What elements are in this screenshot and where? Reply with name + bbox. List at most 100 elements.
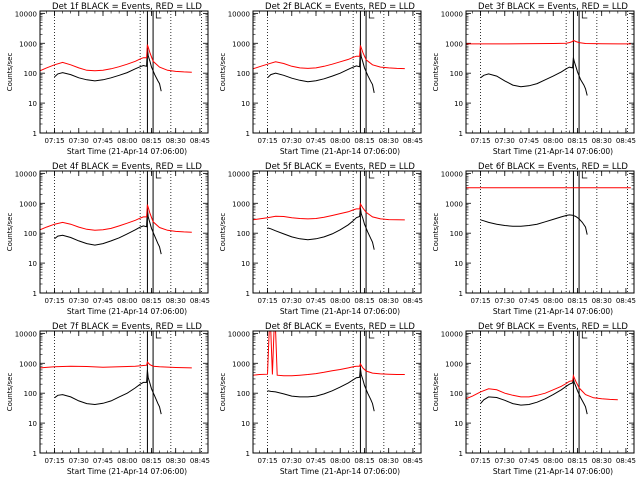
y-tick-label: 1	[33, 290, 37, 298]
x-tick-label: 08:30	[379, 297, 399, 305]
y-tick-label: 1000	[19, 360, 37, 368]
y-tick-label: 100	[450, 230, 463, 238]
lld-series-line	[466, 39, 631, 45]
bracket-marker	[368, 331, 375, 339]
x-tick-label: 07:30	[495, 457, 515, 465]
x-tick-label: 07:45	[93, 457, 113, 465]
y-tick-label: 10	[241, 260, 250, 268]
x-tick-label: 07:45	[93, 297, 113, 305]
bracket-marker	[581, 171, 588, 179]
x-tick-label: 08:45	[403, 137, 423, 145]
detector-panel-8: Det 8f BLACK = Events, RED = LLD 1 10 100 10…	[219, 322, 423, 476]
x-tick-label: 08:00	[330, 297, 350, 305]
x-axis-label: Start Time (21-Apr-14 07:06:00)	[67, 147, 187, 156]
events-series-line	[54, 369, 162, 415]
x-tick-label: 08:15	[567, 297, 587, 305]
x-tick-label: 08:30	[166, 297, 186, 305]
y-tick-label: 1	[459, 290, 463, 298]
detector-panel-2: Det 2f BLACK = Events, RED = LLD 1 10 100 10…	[219, 2, 423, 156]
y-tick-label: 10000	[15, 330, 37, 338]
events-series-line	[480, 378, 588, 415]
y-tick-label: 100	[450, 70, 463, 78]
y-tick-label: 100	[24, 230, 37, 238]
x-axis-label: Start Time (21-Apr-14 07:06:00)	[67, 467, 187, 476]
y-axis-label: Counts/sec	[6, 373, 14, 412]
x-axis-label: Start Time (21-Apr-14 07:06:00)	[493, 147, 613, 156]
lld-series-line	[40, 204, 192, 233]
y-axis-label: Counts/sec	[219, 213, 227, 252]
y-tick-label: 1000	[232, 360, 250, 368]
plot-frame	[465, 170, 635, 294]
y-tick-label: 100	[237, 230, 250, 238]
x-tick-label: 08:30	[166, 137, 186, 145]
detector-panel-3: Det 3f BLACK = Events, RED = LLD 1 10 100 10…	[432, 2, 636, 156]
x-axis-label: Start Time (21-Apr-14 07:06:00)	[280, 307, 400, 316]
plot-frame	[465, 10, 635, 134]
x-tick-label: 07:45	[306, 297, 326, 305]
x-axis-label: Start Time (21-Apr-14 07:06:00)	[280, 147, 400, 156]
panel-title: Det 3f BLACK = Events, RED = LLD	[478, 2, 628, 12]
y-tick-label: 1	[33, 450, 37, 458]
events-series-line	[267, 207, 375, 250]
y-tick-label: 1000	[445, 200, 463, 208]
y-tick-label: 10000	[228, 330, 250, 338]
detector-panel-4: Det 4f BLACK = Events, RED = LLD 1 10 100 10…	[6, 162, 210, 316]
x-tick-label: 07:30	[69, 137, 89, 145]
y-tick-label: 10	[28, 100, 37, 108]
x-tick-label: 08:00	[543, 137, 563, 145]
x-tick-label: 08:45	[190, 137, 210, 145]
detector-panel-5: Det 5f BLACK = Events, RED = LLD 1 10 100 10…	[219, 162, 423, 316]
y-tick-label: 10000	[441, 10, 463, 18]
y-tick-label: 1000	[232, 40, 250, 48]
y-axis-label: Counts/sec	[432, 373, 440, 412]
panel-title: Det 7f BLACK = Events, RED = LLD	[52, 322, 202, 332]
x-tick-label: 08:15	[141, 457, 161, 465]
x-tick-label: 07:30	[495, 137, 515, 145]
x-tick-label: 08:45	[616, 297, 636, 305]
plot-frame	[39, 170, 209, 294]
x-tick-label: 08:30	[592, 297, 612, 305]
x-tick-label: 08:30	[592, 137, 612, 145]
x-tick-label: 07:15	[470, 297, 490, 305]
x-tick-label: 07:15	[470, 137, 490, 145]
events-series-line	[480, 214, 588, 235]
x-tick-label: 07:45	[93, 137, 113, 145]
y-tick-label: 10000	[228, 170, 250, 178]
y-tick-label: 10000	[228, 10, 250, 18]
lld-series-line	[40, 44, 192, 73]
lld-series-line	[253, 331, 405, 377]
bracket-marker	[581, 11, 588, 19]
x-tick-label: 08:45	[616, 137, 636, 145]
plot-frame	[465, 330, 635, 454]
x-tick-label: 07:30	[282, 297, 302, 305]
y-axis-label: Counts/sec	[6, 213, 14, 252]
x-tick-label: 07:15	[44, 137, 64, 145]
x-tick-label: 07:15	[257, 297, 277, 305]
panel-title: Det 1f BLACK = Events, RED = LLD	[52, 2, 202, 12]
y-tick-label: 100	[237, 70, 250, 78]
events-series-line	[54, 47, 162, 92]
y-tick-label: 10	[454, 420, 463, 428]
y-axis-label: Counts/sec	[432, 53, 440, 92]
x-tick-label: 08:45	[190, 457, 210, 465]
x-tick-label: 07:45	[306, 137, 326, 145]
detector-panel-9: Det 9f BLACK = Events, RED = LLD 1 10 100 10…	[432, 322, 636, 476]
x-axis-label: Start Time (21-Apr-14 07:06:00)	[67, 307, 187, 316]
bracket-marker	[368, 171, 375, 179]
events-series-line	[267, 367, 375, 412]
x-tick-label: 07:15	[44, 457, 64, 465]
y-tick-label: 10000	[15, 10, 37, 18]
y-tick-label: 10000	[441, 330, 463, 338]
y-axis-label: Counts/sec	[219, 53, 227, 92]
x-tick-label: 07:30	[282, 137, 302, 145]
lld-series-line	[253, 202, 405, 221]
y-tick-label: 10	[28, 420, 37, 428]
y-tick-label: 1000	[232, 200, 250, 208]
y-tick-label: 100	[450, 390, 463, 398]
x-tick-label: 08:00	[117, 137, 137, 145]
y-tick-label: 1	[33, 130, 37, 138]
panel-title: Det 9f BLACK = Events, RED = LLD	[478, 322, 628, 332]
y-axis-label: Counts/sec	[219, 373, 227, 412]
y-tick-label: 1	[246, 290, 250, 298]
